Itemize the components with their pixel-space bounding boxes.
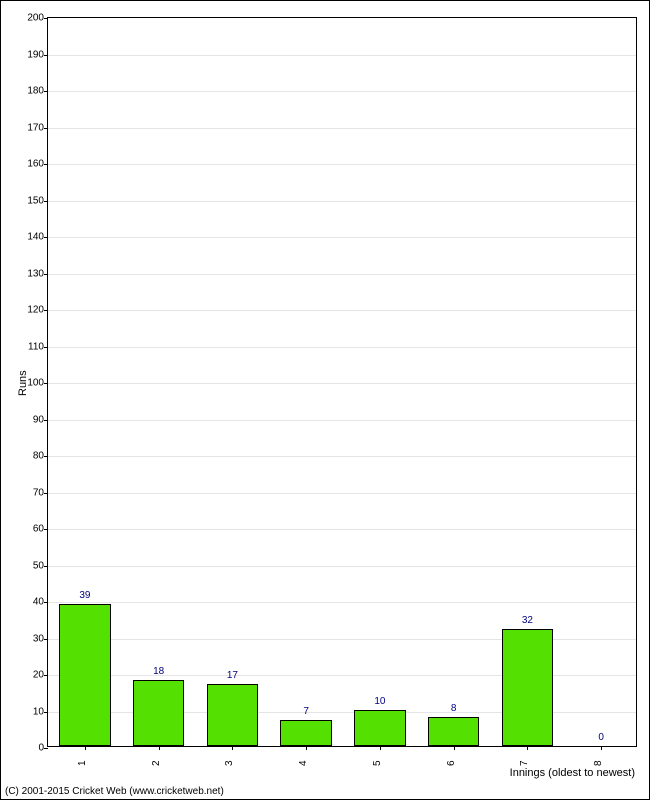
footer-text: (C) 2001-2015 Cricket Web (www.cricketwe… (5, 786, 224, 797)
y-tick-label: 130 (27, 268, 48, 279)
y-tick-label: 160 (27, 159, 48, 170)
x-tick-label: 8 (593, 760, 604, 766)
x-tick-label: 1 (77, 760, 88, 766)
bar-value-label: 10 (374, 696, 385, 707)
x-tick-label: 7 (520, 760, 531, 766)
bar-value-label: 18 (153, 666, 164, 677)
y-axis-label: Runs (17, 370, 29, 396)
gridline (48, 347, 636, 348)
y-tick-label: 200 (27, 13, 48, 24)
bar (502, 629, 554, 746)
x-tick-label: 3 (225, 760, 236, 766)
x-tick-mark (232, 746, 233, 750)
gridline (48, 456, 636, 457)
bar-value-label: 32 (522, 615, 533, 626)
chart-container: 0102030405060708090100110120130140150160… (0, 0, 650, 800)
y-tick-label: 0 (38, 743, 48, 754)
x-tick-mark (85, 746, 86, 750)
x-tick-label: 5 (372, 760, 383, 766)
bar-value-label: 39 (79, 590, 90, 601)
x-tick-mark (454, 746, 455, 750)
x-tick-label: 6 (446, 760, 457, 766)
y-tick-label: 40 (33, 597, 48, 608)
y-tick-label: 30 (33, 633, 48, 644)
bar-value-label: 7 (303, 706, 309, 717)
bar (428, 717, 480, 746)
y-tick-label: 150 (27, 195, 48, 206)
bar (59, 604, 111, 746)
gridline (48, 55, 636, 56)
gridline (48, 164, 636, 165)
x-axis-label: Innings (oldest to newest) (510, 767, 635, 779)
plot-area: 0102030405060708090100110120130140150160… (47, 17, 637, 747)
y-tick-label: 20 (33, 670, 48, 681)
x-tick-mark (306, 746, 307, 750)
y-tick-label: 60 (33, 524, 48, 535)
y-tick-label: 80 (33, 451, 48, 462)
gridline (48, 383, 636, 384)
bar (280, 720, 332, 746)
y-tick-label: 90 (33, 414, 48, 425)
gridline (48, 310, 636, 311)
bar-value-label: 0 (598, 732, 604, 743)
x-tick-mark (527, 746, 528, 750)
y-tick-label: 110 (28, 341, 48, 352)
bar (207, 684, 259, 746)
gridline (48, 274, 636, 275)
gridline (48, 493, 636, 494)
gridline (48, 91, 636, 92)
bar (133, 680, 185, 746)
x-tick-mark (601, 746, 602, 750)
gridline (48, 128, 636, 129)
x-tick-mark (159, 746, 160, 750)
gridline (48, 201, 636, 202)
y-tick-label: 70 (33, 487, 48, 498)
y-tick-label: 140 (27, 232, 48, 243)
y-tick-label: 10 (33, 706, 48, 717)
y-tick-label: 120 (27, 305, 48, 316)
bar-value-label: 8 (451, 703, 457, 714)
y-tick-label: 190 (27, 49, 48, 60)
x-tick-label: 4 (298, 760, 309, 766)
bar-value-label: 17 (227, 670, 238, 681)
bar (354, 710, 406, 747)
gridline (48, 602, 636, 603)
gridline (48, 566, 636, 567)
y-tick-label: 100 (27, 378, 48, 389)
gridline (48, 529, 636, 530)
gridline (48, 420, 636, 421)
gridline (48, 237, 636, 238)
y-tick-label: 50 (33, 560, 48, 571)
x-tick-label: 2 (151, 760, 162, 766)
x-tick-mark (380, 746, 381, 750)
y-tick-label: 180 (27, 86, 48, 97)
y-tick-label: 170 (27, 122, 48, 133)
